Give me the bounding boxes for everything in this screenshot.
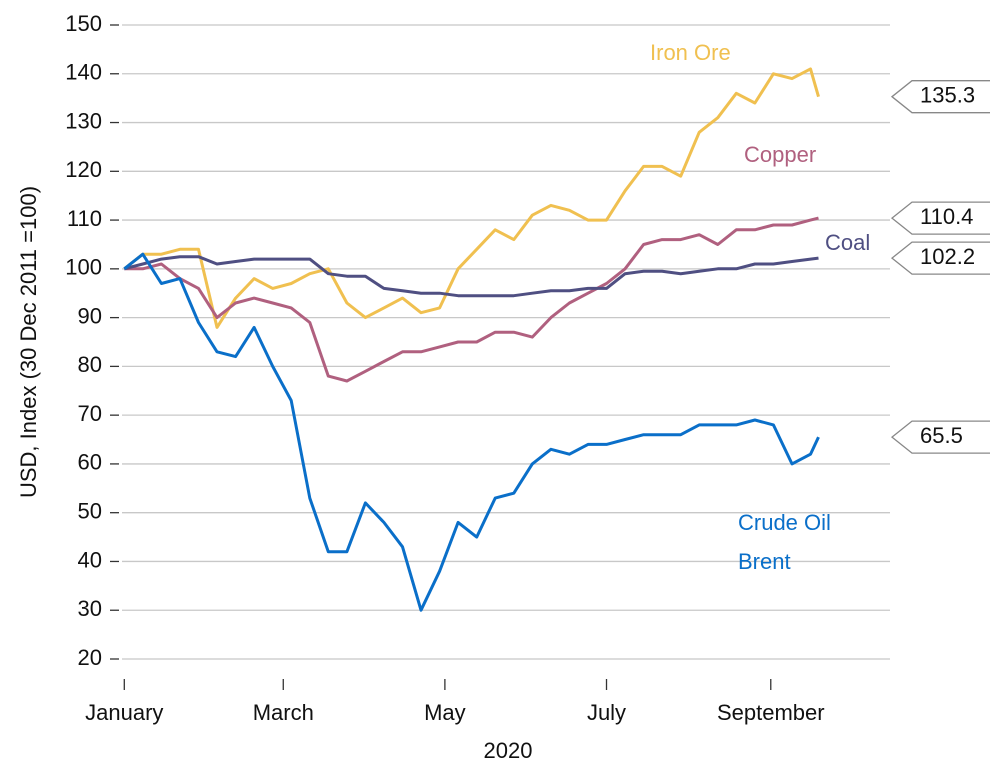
y-tick-label: 120	[65, 157, 102, 182]
x-tick-label: May	[424, 700, 466, 725]
y-tick-label: 80	[78, 352, 102, 377]
series-label: Iron Ore	[650, 40, 731, 65]
series-line	[123, 252, 820, 612]
y-tick-label: 100	[65, 255, 102, 280]
y-axis-label: USD, Index (30 Dec 2011 =100)	[16, 186, 41, 498]
end-label: 110.4	[920, 204, 973, 229]
end-label: 102.2	[920, 244, 975, 269]
end-label-box	[890, 201, 990, 235]
y-tick-label: 30	[78, 596, 102, 621]
end-label-box	[890, 420, 990, 454]
y-tick-label: 40	[78, 547, 102, 572]
x-tick-label: September	[717, 700, 825, 725]
y-tick-label: 150	[65, 11, 102, 36]
y-tick-label: 130	[65, 108, 102, 133]
series-line	[123, 67, 820, 329]
y-tick-label: 140	[65, 60, 102, 85]
x-tick-label: July	[587, 700, 626, 725]
y-tick-label: 20	[78, 645, 102, 670]
y-tick-label: 110	[67, 206, 102, 231]
end-label-box	[890, 80, 990, 114]
series-label: Coal	[825, 230, 871, 255]
series-label: Copper	[744, 142, 817, 167]
y-tick-label: 50	[78, 499, 102, 524]
x-axis-label: 2020	[484, 738, 533, 763]
series-line	[123, 255, 819, 298]
end-label-box	[890, 241, 990, 275]
y-tick-label: 70	[78, 401, 102, 426]
x-tick-label: March	[253, 700, 314, 725]
y-tick-label: 60	[78, 450, 102, 475]
y-tick-label: 90	[78, 303, 102, 328]
series-label: Crude Oil Brent	[738, 510, 831, 574]
x-tick-label: January	[85, 700, 163, 725]
end-label: 65.5	[920, 423, 963, 448]
series-line	[124, 216, 819, 383]
end-label: 135.3	[920, 83, 975, 108]
